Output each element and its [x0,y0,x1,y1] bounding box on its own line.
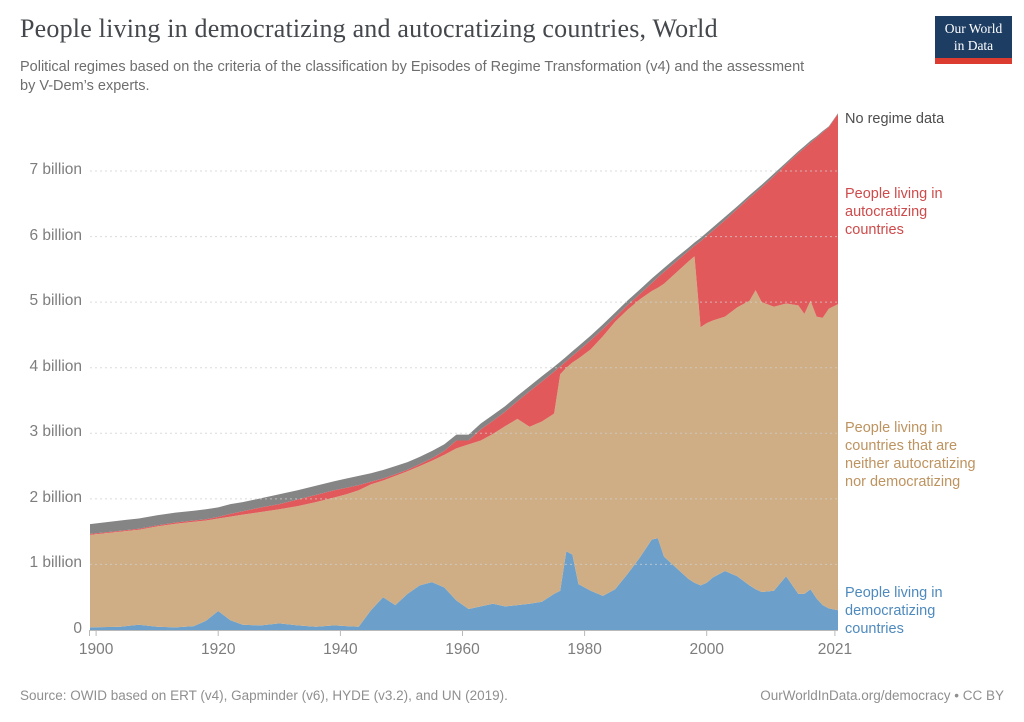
x-tick-label: 1940 [323,641,358,658]
y-tick-label: 3 billion [29,423,82,441]
owid-logo-line1: Our World [944,21,1003,36]
area-democratizing[interactable] [90,538,838,630]
x-tick-label: 2021 [817,641,853,658]
owid-logo[interactable]: Our World in Data [935,16,1012,64]
x-tick-label: 1920 [200,641,236,658]
owid-logo-redbar [935,58,1012,64]
page-title: People living in democratizing and autoc… [20,14,718,43]
owid-logo-text: Our World in Data [935,16,1012,58]
x-axis: 1900 1920 1940 1960 1980 2000 2021 [0,641,1024,663]
chart-subtitle: Political regimes based on the criteria … [20,59,805,94]
area-neither[interactable] [90,256,838,628]
series-label-no-regime-data: No regime data [845,111,945,127]
y-tick-label: 7 billion [29,161,82,178]
source-note: Source: OWID based on ERT (v4), Gapminde… [20,688,508,703]
x-tick-label: 1900 [78,641,114,658]
x-tick-label: 1960 [445,641,480,658]
y-tick-label: 4 billion [29,357,82,375]
y-tick-label: 0 [73,620,82,637]
series-label-autocratizing: People living in autocratizing countries [845,186,943,238]
y-axis: 0 1 billion 2 billion 3 billion 4 billion 5 b… [0,0,82,722]
y-tick-label: 5 billion [29,292,82,310]
y-tick-label: 1 billion [29,554,82,572]
y-tick-label: 6 billion [29,226,82,244]
series-label-democratizing: People living in democratizing countries [845,585,943,637]
x-tick-label: 2000 [689,641,724,658]
x-tick-label: 1980 [567,641,602,658]
owid-logo-line2: in Data [953,38,994,53]
y-tick-label: 2 billion [29,488,82,506]
series-label-neither: People living in countries that are neit… [845,420,976,490]
owid-link[interactable]: OurWorldInData.org/democracy • CC BY [760,688,1004,703]
